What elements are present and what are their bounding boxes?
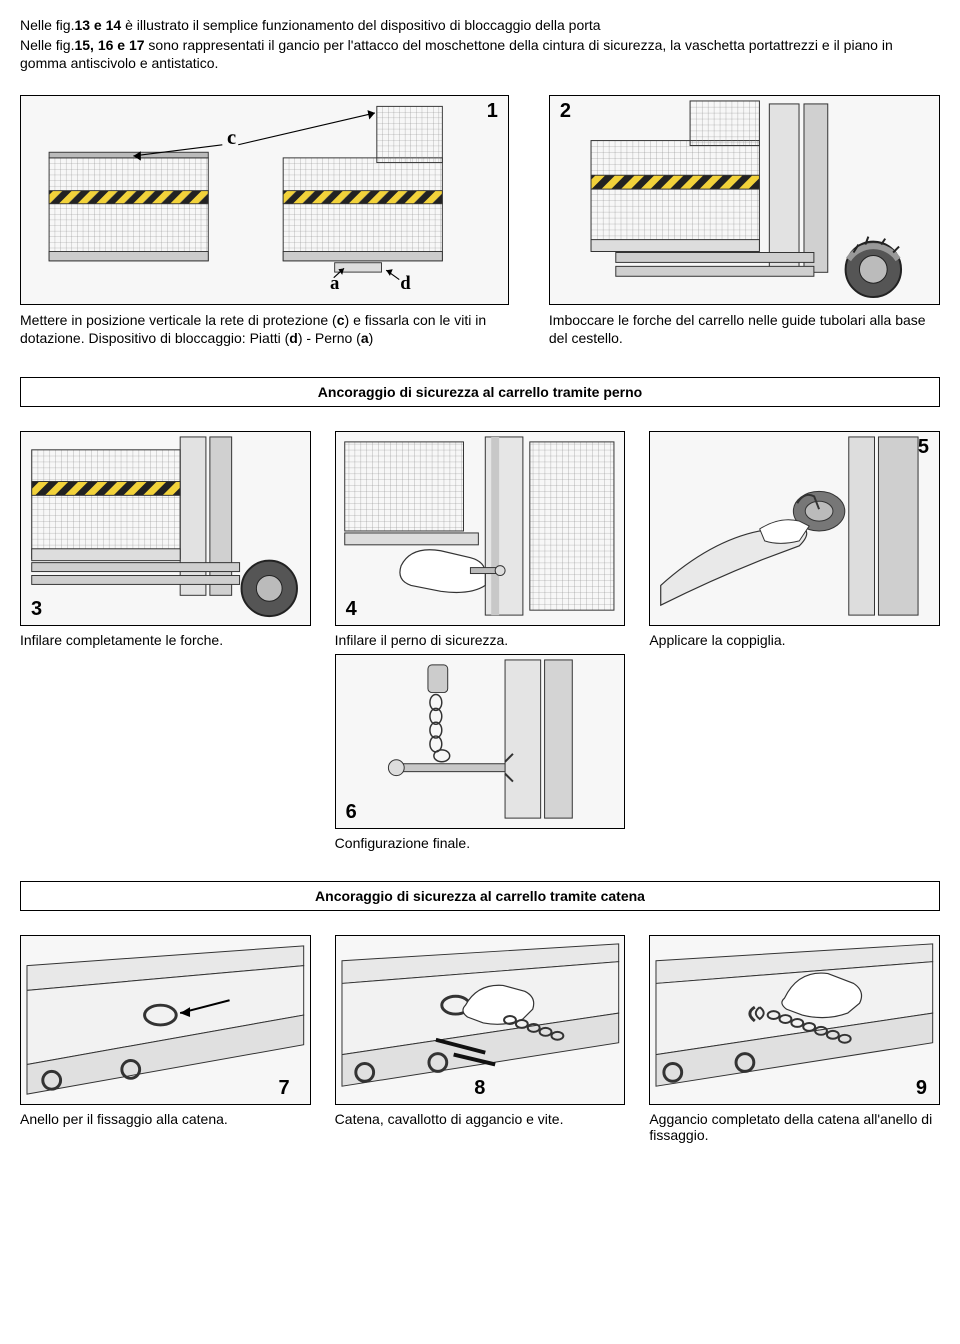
row-figs-1-2: 1 xyxy=(20,95,940,347)
bold: c xyxy=(337,312,345,328)
txt: ) xyxy=(369,330,374,346)
figure-number: 2 xyxy=(560,100,571,123)
svg-text:d: d xyxy=(400,273,411,294)
figure-number: 5 xyxy=(918,436,929,459)
bold: a xyxy=(361,330,369,346)
figure-3-sketch xyxy=(21,432,310,625)
row-figs-3-4-5: 3 Infilare completamente le forche. 4 xyxy=(20,431,940,648)
txt: è illustrato il semplice funzionamento d… xyxy=(121,17,600,33)
row-fig6: 6 Configurazione finale xyxy=(20,654,940,851)
figure-number: 6 xyxy=(346,801,357,824)
figure-1-sketch: c a d xyxy=(21,96,508,304)
bold: 15, 16 e 17 xyxy=(74,37,144,53)
figure-number: 1 xyxy=(487,100,498,123)
figure-4-caption: Infilare il perno di sicurezza. xyxy=(335,632,626,648)
col-fig6: 6 Configurazione finale xyxy=(335,654,626,851)
figure-7-sketch xyxy=(21,936,310,1104)
figure-number: 9 xyxy=(916,1077,927,1100)
col-fig9: 9 xyxy=(649,935,940,1143)
col-fig2: 2 xyxy=(549,95,940,347)
figure-1-caption: Mettere in posizione verticale la rete d… xyxy=(20,311,509,347)
col-fig7: 7 Anello per il fissaggio alla catena. xyxy=(20,935,311,1127)
figure-4-sketch xyxy=(336,432,625,625)
figure-number: 7 xyxy=(279,1077,290,1100)
figure-3: 3 xyxy=(20,431,311,626)
figure-6-sketch xyxy=(336,655,625,828)
figure-5-caption: Applicare la coppiglia. xyxy=(649,632,940,648)
section-title-perno: Ancoraggio di sicurezza al carrello tram… xyxy=(20,377,940,407)
figure-number: 8 xyxy=(474,1077,485,1100)
figure-7: 7 xyxy=(20,935,311,1105)
figure-3-caption: Infilare completamente le forche. xyxy=(20,632,311,648)
txt: Nelle fig. xyxy=(20,37,74,53)
row-figs-7-8-9: 7 Anello per il fissaggio alla catena. 8 xyxy=(20,935,940,1143)
figure-9: 9 xyxy=(649,935,940,1105)
txt: Mettere in posizione verticale la rete d… xyxy=(20,312,337,328)
bold: 13 e 14 xyxy=(74,17,121,33)
figure-number: 4 xyxy=(346,598,357,621)
figure-5: 5 xyxy=(649,431,940,626)
figure-2-sketch xyxy=(550,96,939,304)
figure-5-sketch xyxy=(650,432,939,625)
col-fig1: 1 xyxy=(20,95,509,347)
col-fig5: 5 Applicare la coppiglia. xyxy=(649,431,940,648)
txt: sono rappresentati il gancio per l'attac… xyxy=(20,37,893,71)
figure-6-caption: Configurazione finale. xyxy=(335,835,626,851)
txt: Nelle fig. xyxy=(20,17,74,33)
section-title-catena: Ancoraggio di sicurezza al carrello tram… xyxy=(20,881,940,911)
figure-6: 6 xyxy=(335,654,626,829)
figure-4: 4 xyxy=(335,431,626,626)
col-fig3: 3 Infilare completamente le forche. xyxy=(20,431,311,648)
figure-2: 2 xyxy=(549,95,940,305)
figure-8-caption: Catena, cavallotto di aggancio e vite. xyxy=(335,1111,626,1127)
col-fig8: 8 xyxy=(335,935,626,1127)
bold: d xyxy=(289,330,298,346)
figure-number: 3 xyxy=(31,598,42,621)
figure-9-caption: Aggancio completato della catena all'ane… xyxy=(649,1111,940,1143)
txt: ) - Perno ( xyxy=(298,330,361,346)
col-fig4: 4 Infilare il perno di sicurezza. xyxy=(335,431,626,648)
intro-line-2: Nelle fig.15, 16 e 17 sono rappresentati… xyxy=(20,36,940,72)
figure-8: 8 xyxy=(335,935,626,1105)
figure-7-caption: Anello per il fissaggio alla catena. xyxy=(20,1111,311,1127)
intro-text: Nelle fig.13 e 14 è illustrato il sempli… xyxy=(20,16,940,73)
intro-line-1: Nelle fig.13 e 14 è illustrato il sempli… xyxy=(20,16,940,34)
figure-2-caption: Imboccare le forche del carrello nelle g… xyxy=(549,311,940,347)
figure-1: 1 xyxy=(20,95,509,305)
svg-text:c: c xyxy=(227,126,236,148)
figure-9-sketch xyxy=(650,936,939,1104)
